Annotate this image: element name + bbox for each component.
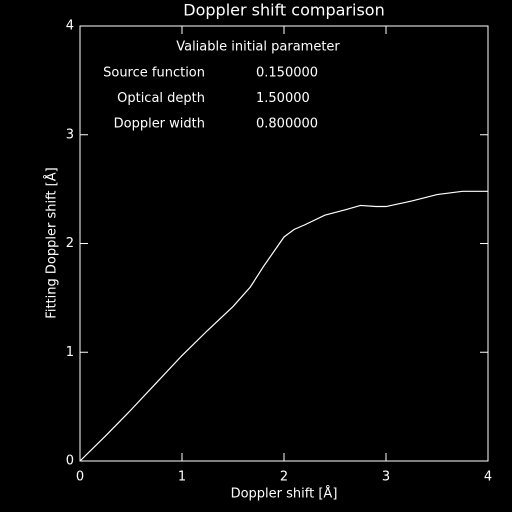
y-tick-label: 1 xyxy=(66,345,74,360)
x-tick-label: 0 xyxy=(76,470,84,485)
annotation-value: 0.150000 xyxy=(256,66,318,81)
x-tick-label: 1 xyxy=(178,470,186,485)
annotation-label: Source function xyxy=(103,66,205,81)
x-tick-label: 4 xyxy=(484,470,492,485)
y-tick-label: 4 xyxy=(66,19,74,34)
annotation-heading: Valiable initial parameter xyxy=(176,40,340,55)
x-axis-label: Doppler shift [Å] xyxy=(231,486,338,502)
annotation-label: Doppler width xyxy=(114,117,205,132)
y-axis-label: Fitting Doppler shift [Å] xyxy=(44,167,60,318)
data-line xyxy=(79,190,488,462)
y-tick-label: 2 xyxy=(66,236,74,251)
chart-title: Doppler shift comparison xyxy=(183,1,384,20)
annotation-value: 1.50000 xyxy=(256,91,310,106)
y-tick-label: 0 xyxy=(66,454,74,469)
y-tick-label: 3 xyxy=(66,127,74,142)
x-tick-label: 2 xyxy=(280,470,288,485)
annotation-label: Optical depth xyxy=(117,91,205,106)
annotation-value: 0.800000 xyxy=(256,117,318,132)
x-tick-label: 3 xyxy=(382,470,390,485)
